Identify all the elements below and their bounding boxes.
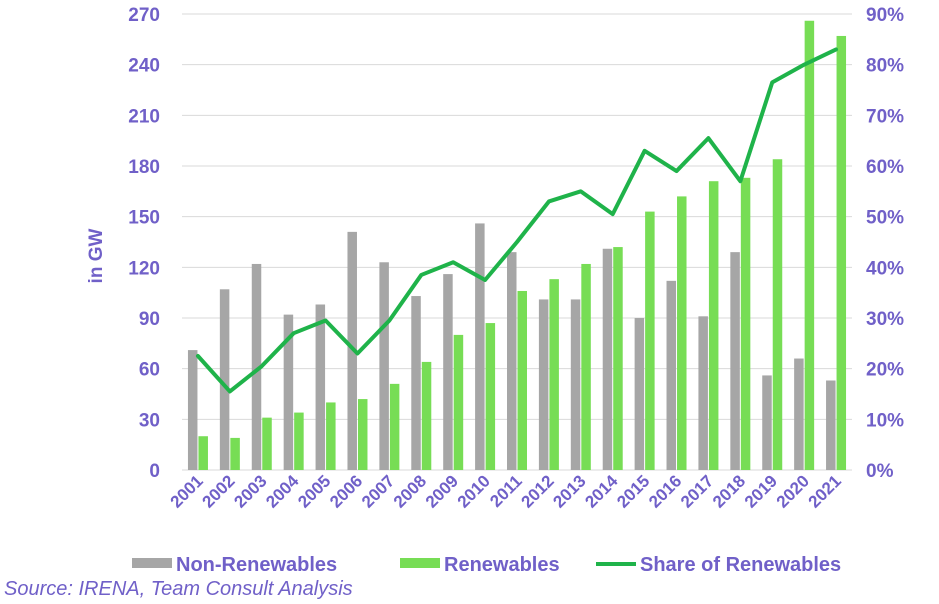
bar-renewables: [549, 279, 559, 470]
x-tick-label: 2020: [773, 471, 813, 511]
y-tick-label-right: 80%: [866, 56, 904, 77]
y-tick-label-right: 40%: [866, 258, 904, 279]
y-tick-label-right: 90%: [866, 5, 904, 26]
bar-non-renewables: [762, 375, 772, 470]
bar-renewables: [453, 334, 464, 470]
bar-non-renewables: [379, 262, 389, 470]
y-tick-label-left: 240: [128, 56, 160, 77]
legend-swatch: [132, 558, 172, 568]
bar-non-renewables: [251, 263, 262, 470]
x-tick-label: 2001: [167, 471, 207, 511]
y-tick-label-right: 30%: [866, 309, 904, 330]
bar-non-renewables: [634, 318, 645, 470]
x-tick-label: 2012: [518, 471, 558, 511]
y-tick-label-left: 120: [128, 258, 160, 279]
x-tick-label: 2003: [230, 471, 270, 511]
bar-renewables: [389, 383, 400, 470]
x-tick-label: 2009: [422, 471, 462, 511]
bar-non-renewables: [602, 248, 613, 470]
gridlines: [182, 13, 852, 471]
bar-non-renewables: [219, 289, 230, 470]
legend-label: Share of Renewables: [640, 554, 841, 576]
bar-renewables: [198, 436, 208, 470]
y-axis-right-ticks: 0% 10% 20% 30% 40% 50% 60% 70% 80% 90%: [866, 5, 904, 482]
bar-renewables: [262, 417, 272, 470]
bar-renewables: [772, 159, 783, 470]
y-tick-label-left: 90: [139, 309, 160, 330]
bar-non-renewables: [475, 223, 485, 470]
y-axis-left-ticks: 0 30 60 90 120 150 180 210 240 270: [128, 5, 160, 482]
line-share-of-renewables: [195, 47, 839, 394]
x-tick-label: 2011: [486, 471, 526, 511]
x-tick-label: 2016: [645, 471, 685, 511]
bar-non-renewables: [826, 380, 836, 470]
x-tick-label: 2010: [454, 471, 494, 511]
x-tick-label: 2014: [581, 471, 622, 512]
y-axis-title: in GW: [86, 229, 107, 284]
y-tick-label-left: 270: [128, 5, 160, 26]
y-tick-label-left: 180: [128, 157, 160, 178]
bar-non-renewables: [538, 299, 549, 470]
bar-renewables: [581, 263, 591, 470]
y-tick-label-left: 150: [128, 208, 160, 229]
legend: Non-Renewables Renewables Share of Renewab…: [132, 554, 841, 576]
x-tick-label: 2007: [358, 471, 398, 511]
bar-non-renewables: [794, 358, 804, 470]
y-tick-label-right: 20%: [866, 360, 904, 381]
x-tick-label: 2018: [709, 471, 749, 511]
bar-renewables: [517, 290, 527, 470]
x-tick-label: 2008: [390, 471, 430, 511]
bar-renewables: [326, 402, 336, 470]
bar-renewables: [804, 20, 815, 471]
x-tick-label: 2019: [741, 471, 781, 511]
x-tick-label: 2005: [294, 471, 334, 511]
x-tick-label: 2002: [199, 471, 239, 511]
bar-renewables: [836, 35, 847, 470]
bar-renewables: [740, 177, 751, 471]
bar-renewables: [485, 323, 496, 470]
bar-non-renewables: [187, 350, 198, 470]
bar-renewables: [230, 437, 240, 470]
y-tick-label-left: 0: [149, 461, 160, 482]
bar-renewables: [677, 196, 687, 470]
legend-swatch: [400, 558, 440, 568]
y-tick-label-left: 210: [128, 106, 160, 127]
bar-renewables: [357, 399, 368, 470]
share-line: [195, 47, 839, 394]
y-tick-label-left: 30: [139, 410, 160, 431]
bar-non-renewables: [698, 316, 708, 470]
legend-label: Renewables: [444, 554, 560, 576]
x-tick-label: 2006: [326, 471, 366, 511]
x-tick-label: 2013: [549, 471, 589, 511]
y-tick-label-left: 60: [139, 360, 160, 381]
source-note: Source: IRENA, Team Consult Analysis: [4, 578, 353, 600]
legend-label: Non-Renewables: [176, 554, 337, 576]
bar-renewables: [708, 181, 719, 470]
x-tick-label: 2004: [262, 471, 303, 512]
bar-non-renewables: [347, 231, 357, 470]
bar-non-renewables: [315, 304, 326, 470]
y-tick-label-right: 50%: [866, 208, 904, 229]
y-tick-label-right: 0%: [866, 461, 894, 482]
bar-renewables: [421, 361, 432, 470]
bar-renewables: [294, 412, 304, 470]
x-tick-label: 2021: [805, 471, 845, 511]
bar-non-renewables: [507, 252, 517, 470]
bar-renewables: [645, 211, 655, 470]
bar-non-renewables: [666, 280, 677, 470]
bar-non-renewables: [283, 314, 294, 470]
bars: [187, 20, 847, 471]
y-tick-label-right: 60%: [866, 157, 904, 178]
bar-non-renewables: [730, 252, 740, 470]
bar-renewables: [613, 247, 623, 470]
x-tick-label: 2017: [677, 471, 717, 511]
y-tick-label-right: 70%: [866, 106, 904, 127]
x-axis-ticks: 2001200220032004200520062007200820092010…: [167, 471, 845, 512]
x-tick-label: 2015: [613, 471, 653, 511]
bar-non-renewables: [570, 299, 581, 470]
y-tick-label-right: 10%: [866, 410, 904, 431]
bar-non-renewables: [411, 296, 421, 470]
bar-non-renewables: [443, 274, 453, 470]
